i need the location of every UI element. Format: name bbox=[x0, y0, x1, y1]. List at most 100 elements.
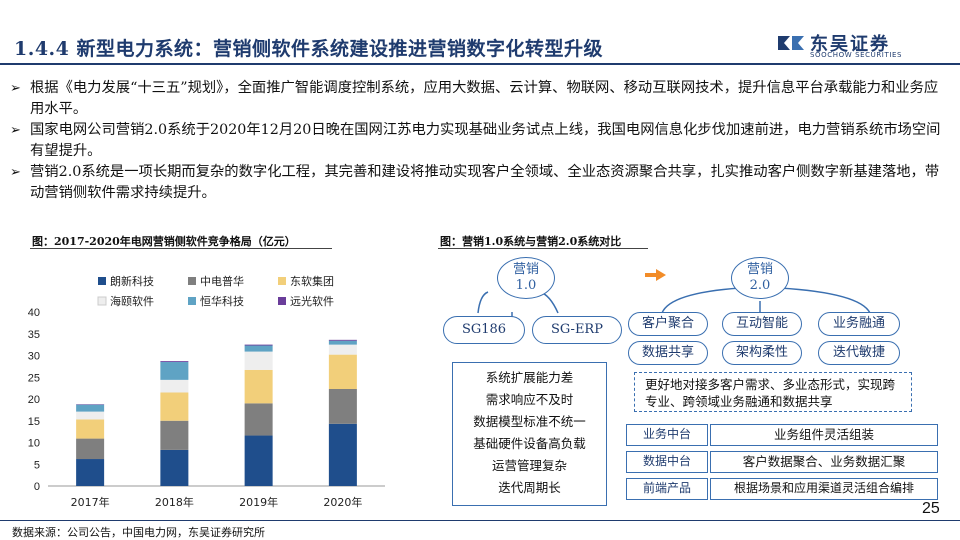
y-tick-label: 40 bbox=[28, 307, 40, 319]
issue-item: 需求响应不及时 bbox=[485, 392, 574, 407]
bar-segment bbox=[328, 354, 357, 389]
node-label: 营销 bbox=[512, 262, 539, 277]
feature-pill: 迭代敏捷 bbox=[818, 341, 900, 365]
bullet-text: 营销2.0系统是一项长期而复杂的数字化工程，其完善和建设将推动实现客户全领域、全… bbox=[30, 164, 940, 201]
bar-segment bbox=[160, 449, 189, 486]
y-tick-label: 15 bbox=[28, 416, 40, 428]
chart-caption: 图：2017-2020年电网营销侧软件竞争格局（亿元） bbox=[32, 235, 296, 248]
bar-segment bbox=[244, 345, 273, 352]
summary-box: 更好地对接多客户需求、多业态形式，实现跨专业、跨领域业务融通和数据共享 bbox=[634, 372, 912, 412]
marketing-1-0-node: 营销 1.0 bbox=[497, 257, 555, 299]
y-tick-label: 30 bbox=[28, 351, 40, 363]
bar-segment bbox=[160, 392, 189, 421]
bullet-text: 国家电网公司营销2.0系统于2020年12月20日晚在国网江苏电力实现基础业务试… bbox=[30, 122, 941, 159]
legend-swatch bbox=[188, 277, 196, 285]
bar-segment bbox=[76, 438, 105, 460]
legend-swatch bbox=[97, 296, 107, 306]
title-divider bbox=[0, 63, 960, 65]
node-version: 1.0 bbox=[515, 278, 537, 293]
y-tick-label: 0 bbox=[34, 481, 40, 493]
x-tick-label: 2018年 bbox=[155, 495, 194, 509]
bullet-item: ➢ 国家电网公司营销2.0系统于2020年12月20日晚在国网江苏电力实现基础业… bbox=[10, 120, 950, 162]
issue-item: 迭代周期长 bbox=[498, 480, 561, 495]
legend-label: 海颐软件 bbox=[110, 294, 154, 308]
bar-segment bbox=[160, 379, 189, 393]
page-number: 25 bbox=[922, 500, 940, 517]
logo-mark-icon bbox=[778, 36, 804, 50]
bar-segment bbox=[244, 351, 273, 370]
bar-segment bbox=[328, 423, 357, 486]
bar-segment bbox=[76, 419, 105, 439]
y-tick-label: 25 bbox=[28, 372, 40, 384]
marketing-2-0-node: 营销 2.0 bbox=[731, 257, 789, 299]
legend-swatch bbox=[188, 297, 196, 305]
bullet-arrow-icon: ➢ bbox=[10, 123, 21, 138]
layer-desc: 根据场景和应用渠道灵活组合编排 bbox=[710, 478, 938, 500]
bar-segment bbox=[76, 411, 105, 420]
issue-item: 数据模型标准不统一 bbox=[473, 414, 586, 429]
sg-erp-node: SG-ERP bbox=[532, 316, 622, 344]
bullet-list: ➢ 根据《电力发展“十三五”规划》，全面推广智能调度控制系统，应用大数据、云计算… bbox=[10, 78, 950, 204]
x-tick-label: 2019年 bbox=[239, 495, 278, 509]
bar-segment bbox=[328, 339, 357, 341]
node-version: 2.0 bbox=[749, 278, 771, 293]
bullet-arrow-icon: ➢ bbox=[10, 165, 21, 180]
feature-pill: 互动智能 bbox=[722, 312, 802, 336]
legend-label: 东软集团 bbox=[290, 274, 334, 288]
legend-swatch bbox=[98, 277, 106, 285]
stacked-bar-chart: 0 5 10 15 20 25 30 35 40 2017年 2018年 2019年 2020年 朗新科技… bbox=[28, 274, 385, 509]
bar-segment bbox=[160, 361, 189, 363]
legend-swatch bbox=[278, 297, 286, 305]
y-tick-label: 10 bbox=[28, 438, 40, 450]
sg186-node: SG186 bbox=[443, 316, 525, 344]
legend-label: 中电普华 bbox=[200, 274, 244, 288]
layer-label: 数据中台 bbox=[626, 451, 708, 473]
bar-segment bbox=[244, 435, 273, 486]
bar-segment bbox=[244, 344, 273, 346]
bar-segment bbox=[328, 340, 357, 345]
layer-label: 前端产品 bbox=[626, 478, 708, 500]
y-tick-label: 35 bbox=[28, 329, 40, 341]
footer-divider bbox=[0, 520, 960, 521]
bar-segment bbox=[160, 362, 189, 380]
x-tick-label: 2017年 bbox=[71, 495, 110, 509]
company-logo: 东吴证券 SOOCHOW SECURITIES bbox=[776, 30, 948, 62]
page-title: 1.4.4 新型电力系统：营销侧软件系统建设推进营销数字化转型升级 bbox=[14, 38, 604, 60]
bar-segment bbox=[76, 404, 105, 412]
layer-desc: 业务组件灵活组装 bbox=[710, 424, 938, 446]
bullet-item: ➢ 营销2.0系统是一项长期而复杂的数字化工程，其完善和建设将推动实现客户全领域… bbox=[10, 162, 950, 204]
y-tick-label: 5 bbox=[34, 459, 40, 471]
feature-pill: 客户聚合 bbox=[628, 312, 708, 336]
diagram-connectors bbox=[477, 269, 871, 317]
issue-item: 系统扩展能力差 bbox=[485, 370, 574, 385]
y-tick-label: 20 bbox=[28, 394, 40, 406]
bar-segment bbox=[244, 403, 273, 436]
bar-segment bbox=[244, 369, 273, 404]
issue-item: 基础硬件设备高负载 bbox=[473, 436, 586, 451]
chart-caption-underline bbox=[30, 248, 332, 249]
feature-pill: 数据共享 bbox=[628, 341, 708, 365]
issue-item: 运营管理复杂 bbox=[491, 458, 567, 473]
legend-swatch bbox=[278, 277, 286, 285]
bar-segment bbox=[76, 459, 105, 486]
legend-label: 恒华科技 bbox=[200, 294, 244, 308]
diagram-caption-underline bbox=[438, 248, 648, 249]
bar-segment bbox=[160, 420, 189, 450]
bar-segment bbox=[328, 344, 357, 355]
feature-pill: 业务融通 bbox=[818, 312, 900, 336]
bar-segment bbox=[328, 388, 357, 424]
diagram-caption: 图：营销1.0系统与营销2.0系统对比 bbox=[440, 235, 622, 248]
source-note: 数据来源：公司公告，中国电力网，东吴证券研究所 bbox=[12, 526, 265, 539]
layer-desc: 客户数据聚合、业务数据汇聚 bbox=[710, 451, 938, 473]
legend-label: 朗新科技 bbox=[110, 274, 154, 288]
layer-label: 业务中台 bbox=[626, 424, 708, 446]
x-tick-label: 2020年 bbox=[323, 495, 362, 509]
logo-text-cn: 东吴证券 bbox=[810, 34, 890, 55]
legacy-issues-box: 系统扩展能力差 需求响应不及时 数据模型标准不统一 基础硬件设备高负载 运营管理… bbox=[452, 362, 607, 506]
bullet-item: ➢ 根据《电力发展“十三五”规划》，全面推广智能调度控制系统，应用大数据、云计算… bbox=[10, 78, 950, 120]
legend-label: 远光软件 bbox=[290, 294, 334, 308]
bullet-arrow-icon: ➢ bbox=[10, 81, 21, 96]
bullet-text: 根据《电力发展“十三五”规划》，全面推广智能调度控制系统，应用大数据、云计算、物… bbox=[30, 80, 939, 117]
node-label: 营销 bbox=[746, 262, 773, 277]
logo-text-en: SOOCHOW SECURITIES bbox=[810, 51, 903, 59]
